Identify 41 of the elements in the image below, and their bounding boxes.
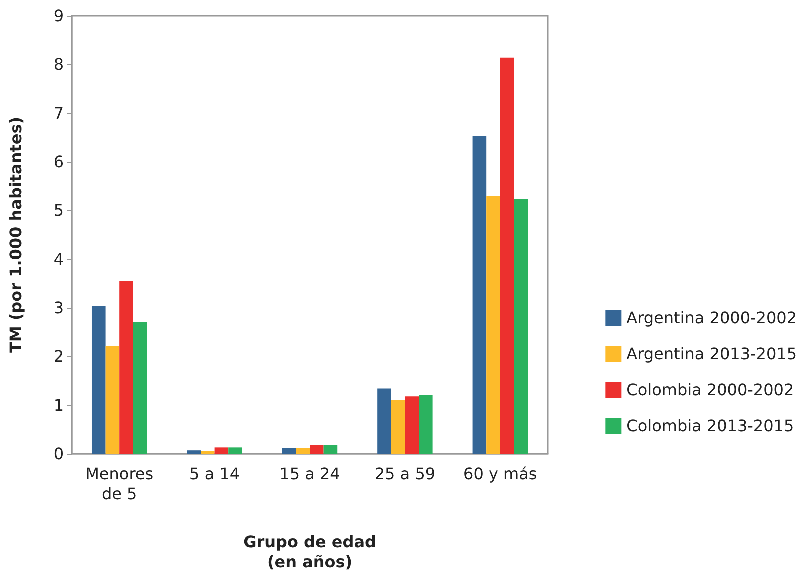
y-tick-label: 1: [54, 396, 64, 415]
x-tick-label: Menores de 5: [86, 464, 154, 504]
legend-label: Argentina 2013-2015: [626, 344, 797, 364]
bar: [500, 58, 514, 454]
y-tick-label: 9: [54, 6, 64, 26]
bar: [296, 448, 310, 454]
bar: [120, 281, 134, 454]
bar: [405, 396, 420, 454]
bar: [187, 450, 201, 454]
legend-label: Argentina 2000-2002: [626, 308, 797, 328]
y-tick-label: 5: [54, 201, 64, 220]
bar: [419, 395, 433, 454]
bar: [324, 445, 338, 454]
y-tick-label: 2: [54, 347, 64, 366]
x-tick-label: 60 y más: [464, 464, 538, 484]
bar: [378, 388, 392, 454]
bar: [282, 448, 296, 454]
legend-label: Colombia 2000-2002: [626, 380, 794, 400]
bar: [200, 451, 215, 454]
y-tick-label: 6: [54, 152, 64, 172]
x-tick-label: 15 a 24: [280, 464, 340, 484]
bar: [310, 445, 324, 454]
legend-label: Colombia 2013-2015: [626, 416, 794, 436]
bar: [106, 346, 120, 454]
bar: [391, 400, 406, 454]
y-tick-label: 4: [54, 250, 64, 269]
bar: [472, 136, 487, 454]
bar: [92, 306, 106, 454]
bar: [214, 448, 229, 454]
y-tick-label: 0: [54, 444, 64, 464]
y-tick-label: 8: [54, 55, 64, 74]
bar: [228, 448, 242, 454]
x-tick-label: 5 a 14: [190, 464, 240, 484]
x-tick-label: 25 a 59: [374, 464, 436, 484]
y-axis-title: TM (por 1.000 habitantes): [6, 116, 26, 354]
bar: [133, 322, 148, 454]
bar: [514, 198, 528, 454]
y-tick-label: 7: [54, 104, 64, 123]
bar: [486, 196, 500, 454]
x-axis-title: Grupo de edad (en años): [244, 532, 376, 572]
y-tick-label: 3: [54, 298, 64, 318]
